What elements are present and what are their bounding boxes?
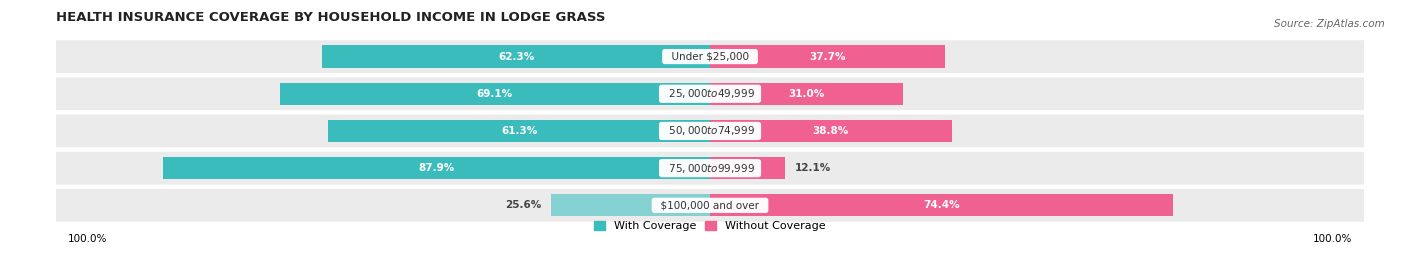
Text: 87.9%: 87.9%: [418, 163, 454, 173]
Bar: [163, 157, 710, 179]
FancyBboxPatch shape: [56, 114, 1364, 147]
FancyBboxPatch shape: [56, 40, 1364, 73]
Bar: [280, 83, 710, 105]
Text: 31.0%: 31.0%: [789, 89, 825, 99]
Bar: [322, 45, 710, 68]
Text: 61.3%: 61.3%: [501, 126, 537, 136]
Text: 38.8%: 38.8%: [813, 126, 849, 136]
Text: Source: ZipAtlas.com: Source: ZipAtlas.com: [1274, 19, 1385, 29]
Text: 12.1%: 12.1%: [794, 163, 831, 173]
Bar: [710, 157, 786, 179]
Text: 25.6%: 25.6%: [505, 200, 541, 210]
Bar: [710, 45, 945, 68]
FancyBboxPatch shape: [56, 152, 1364, 184]
Text: Under $25,000: Under $25,000: [665, 52, 755, 62]
Text: HEALTH INSURANCE COVERAGE BY HOUSEHOLD INCOME IN LODGE GRASS: HEALTH INSURANCE COVERAGE BY HOUSEHOLD I…: [56, 11, 606, 24]
Bar: [710, 120, 952, 142]
Bar: [551, 194, 710, 217]
Bar: [710, 83, 903, 105]
Text: $25,000 to $49,999: $25,000 to $49,999: [662, 87, 758, 100]
FancyBboxPatch shape: [56, 189, 1364, 222]
Bar: [329, 120, 710, 142]
Text: $100,000 and over: $100,000 and over: [654, 200, 766, 210]
Legend: With Coverage, Without Coverage: With Coverage, Without Coverage: [589, 217, 831, 236]
Bar: [710, 194, 1173, 217]
Text: $50,000 to $74,999: $50,000 to $74,999: [662, 124, 758, 137]
Text: 37.7%: 37.7%: [808, 52, 845, 62]
Text: $75,000 to $99,999: $75,000 to $99,999: [662, 162, 758, 175]
Text: 62.3%: 62.3%: [498, 52, 534, 62]
FancyBboxPatch shape: [56, 77, 1364, 110]
Text: 74.4%: 74.4%: [924, 200, 960, 210]
Text: 69.1%: 69.1%: [477, 89, 513, 99]
